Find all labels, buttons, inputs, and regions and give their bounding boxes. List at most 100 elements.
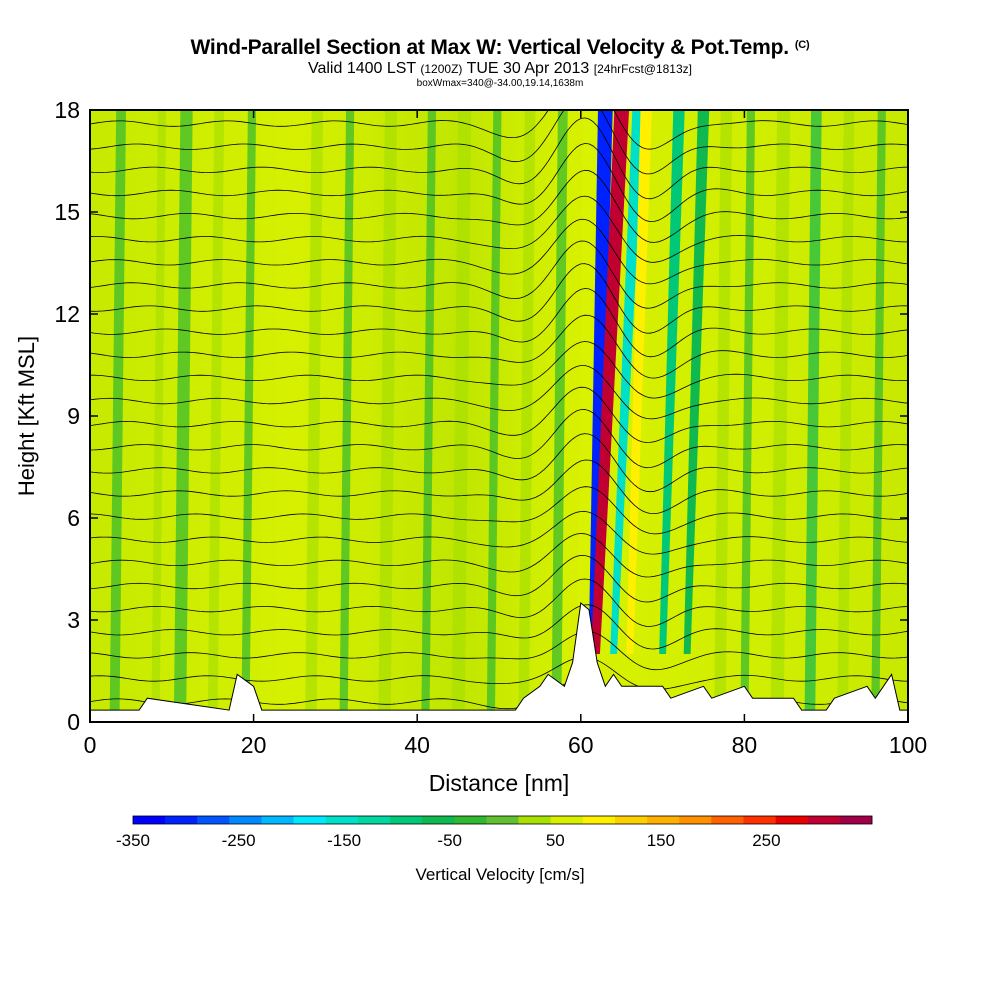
velocity-band-2 (173, 110, 193, 722)
theta-contour-11 (90, 409, 908, 469)
velocity-band-1 (151, 110, 167, 722)
colorbar-swatch-20 (775, 816, 809, 824)
theta-contour-18 (90, 240, 908, 309)
colorbar-swatch-8 (390, 816, 423, 824)
theta-contour-1 (90, 656, 908, 691)
colorbar-swatch-13 (550, 816, 584, 824)
colorbar-swatch-10 (454, 816, 487, 824)
colorbar-tick-label-6: 250 (752, 831, 780, 850)
theta-contour-22 (90, 143, 908, 223)
velocity-band-13 (568, 110, 584, 722)
x-tick-label-20: 20 (241, 732, 267, 758)
y-tick-label-15: 15 (54, 199, 80, 225)
theta-contour-layer (90, 110, 908, 712)
theta-contour-19 (90, 218, 908, 285)
colorbar-swatch-12 (518, 816, 551, 824)
theta-contour-25 (90, 110, 908, 150)
velocity-main-downdraft (588, 110, 613, 654)
x-axis-label: Distance [nm] (429, 770, 570, 796)
forecast-date: TUE 30 Apr 2013 (466, 60, 590, 77)
theta-contour-17 (90, 263, 908, 334)
colorbar-label: Vertical Velocity [cm/s] (415, 865, 584, 884)
colorbar-tick-label-5: 150 (647, 831, 675, 850)
theta-contour-4 (90, 578, 908, 627)
theta-contour-24 (90, 110, 908, 175)
terrain (90, 602, 908, 722)
axis-layer: 0 20 40 60 80 100 0 3 6 9 12 15 18 (54, 97, 927, 758)
colorbar-swatch-3 (229, 816, 262, 824)
velocity-band-11 (518, 110, 536, 722)
velocity-leeward-wave-3 (659, 110, 685, 654)
velocity-band-5 (305, 110, 324, 722)
theta-contour-14 (90, 341, 908, 399)
forecast-run: [24hrFcst@1813z] (593, 62, 692, 76)
plot-area (90, 110, 908, 722)
theta-contour-21 (90, 169, 908, 243)
x-tick-label-100: 100 (889, 732, 927, 758)
velocity-band-14 (714, 110, 733, 722)
colorbar-swatch-18 (711, 816, 744, 824)
colorbar-tick-label-2: -150 (327, 831, 361, 850)
theta-contour-9 (90, 459, 908, 515)
y-tick-label-3: 3 (67, 607, 80, 633)
velocity-band-18 (837, 110, 855, 722)
colorbar-swatch-6 (325, 816, 359, 824)
velocity-band-0 (109, 110, 126, 722)
colorbar-tick-label-0: -350 (116, 831, 150, 850)
velocity-band-6 (339, 110, 355, 722)
chart-subtitle-2: boxWmax=340@-34.00,19.14,1638m (416, 78, 584, 89)
x-tick-label-40: 40 (404, 732, 430, 758)
colorbar-swatch-2 (197, 816, 230, 824)
colorbar-swatch-9 (422, 816, 455, 824)
velocity-main-updraft (591, 110, 630, 654)
chart-title-text: Wind-Parallel Section at Max W: Vertical… (190, 36, 790, 59)
theta-contour-5 (90, 554, 908, 603)
utc-time: (1200Z) (420, 62, 463, 76)
velocity-band-3 (207, 110, 225, 722)
velocity-band-12 (551, 110, 568, 722)
colorbar-swatch-16 (647, 816, 680, 824)
theta-contour-3 (90, 604, 908, 650)
colorbar-swatch-22 (839, 816, 873, 824)
y-tick-label-9: 9 (67, 403, 80, 429)
theta-contour-6 (90, 533, 908, 578)
theta-contour-15 (90, 314, 908, 379)
x-tick-label-0: 0 (84, 732, 97, 758)
y-axis-label: Height [Kft MSL] (14, 336, 39, 496)
x-tick-label-80: 80 (732, 732, 758, 758)
colorbar-swatch-4 (261, 816, 294, 824)
theta-contour-16 (90, 288, 908, 358)
theta-contour-8 (90, 486, 908, 535)
velocity-leeward-wave-2 (626, 110, 652, 654)
velocity-band-16 (770, 110, 791, 722)
chart-subtitle: Valid 1400 LST (1200Z) TUE 30 Apr 2013 [… (0, 60, 1000, 78)
y-tick-label-6: 6 (67, 505, 80, 531)
y-tick-label-12: 12 (54, 301, 80, 327)
colorbar-tick-label-3: -50 (437, 831, 462, 850)
theta-contour-20 (90, 195, 908, 263)
velocity-band-15 (740, 110, 756, 722)
colorbar-tick-label-4: 50 (546, 831, 565, 850)
colorbar-swatch-14 (582, 816, 616, 824)
colorbar-frame (132, 815, 873, 825)
colorbar-swatch-7 (357, 816, 391, 824)
velocity-band-17 (804, 110, 822, 722)
theta-contour-10 (90, 433, 908, 493)
velocity-band-8 (421, 110, 437, 722)
colorbar-swatch-21 (807, 816, 841, 824)
colorbar-swatch-5 (293, 816, 327, 824)
colorbar-swatch-1 (165, 816, 198, 824)
valid-time: Valid 1400 LST (307, 60, 416, 77)
y-tick-label-0: 0 (67, 709, 80, 735)
velocity-band-7 (378, 110, 398, 722)
chart-title: Wind-Parallel Section at Max W: Vertical… (0, 36, 1000, 60)
x-tick-label-60: 60 (568, 732, 594, 758)
colorbar-swatch-19 (743, 816, 776, 824)
colorbar-tick-label-1: -250 (222, 831, 256, 850)
colorbar: -350 -250 -150 -50 50 150 250 (116, 815, 873, 850)
velocity-band-19 (871, 110, 886, 722)
colorbar-swatch-0 (133, 816, 166, 824)
colorbar-swatch-11 (486, 816, 519, 824)
